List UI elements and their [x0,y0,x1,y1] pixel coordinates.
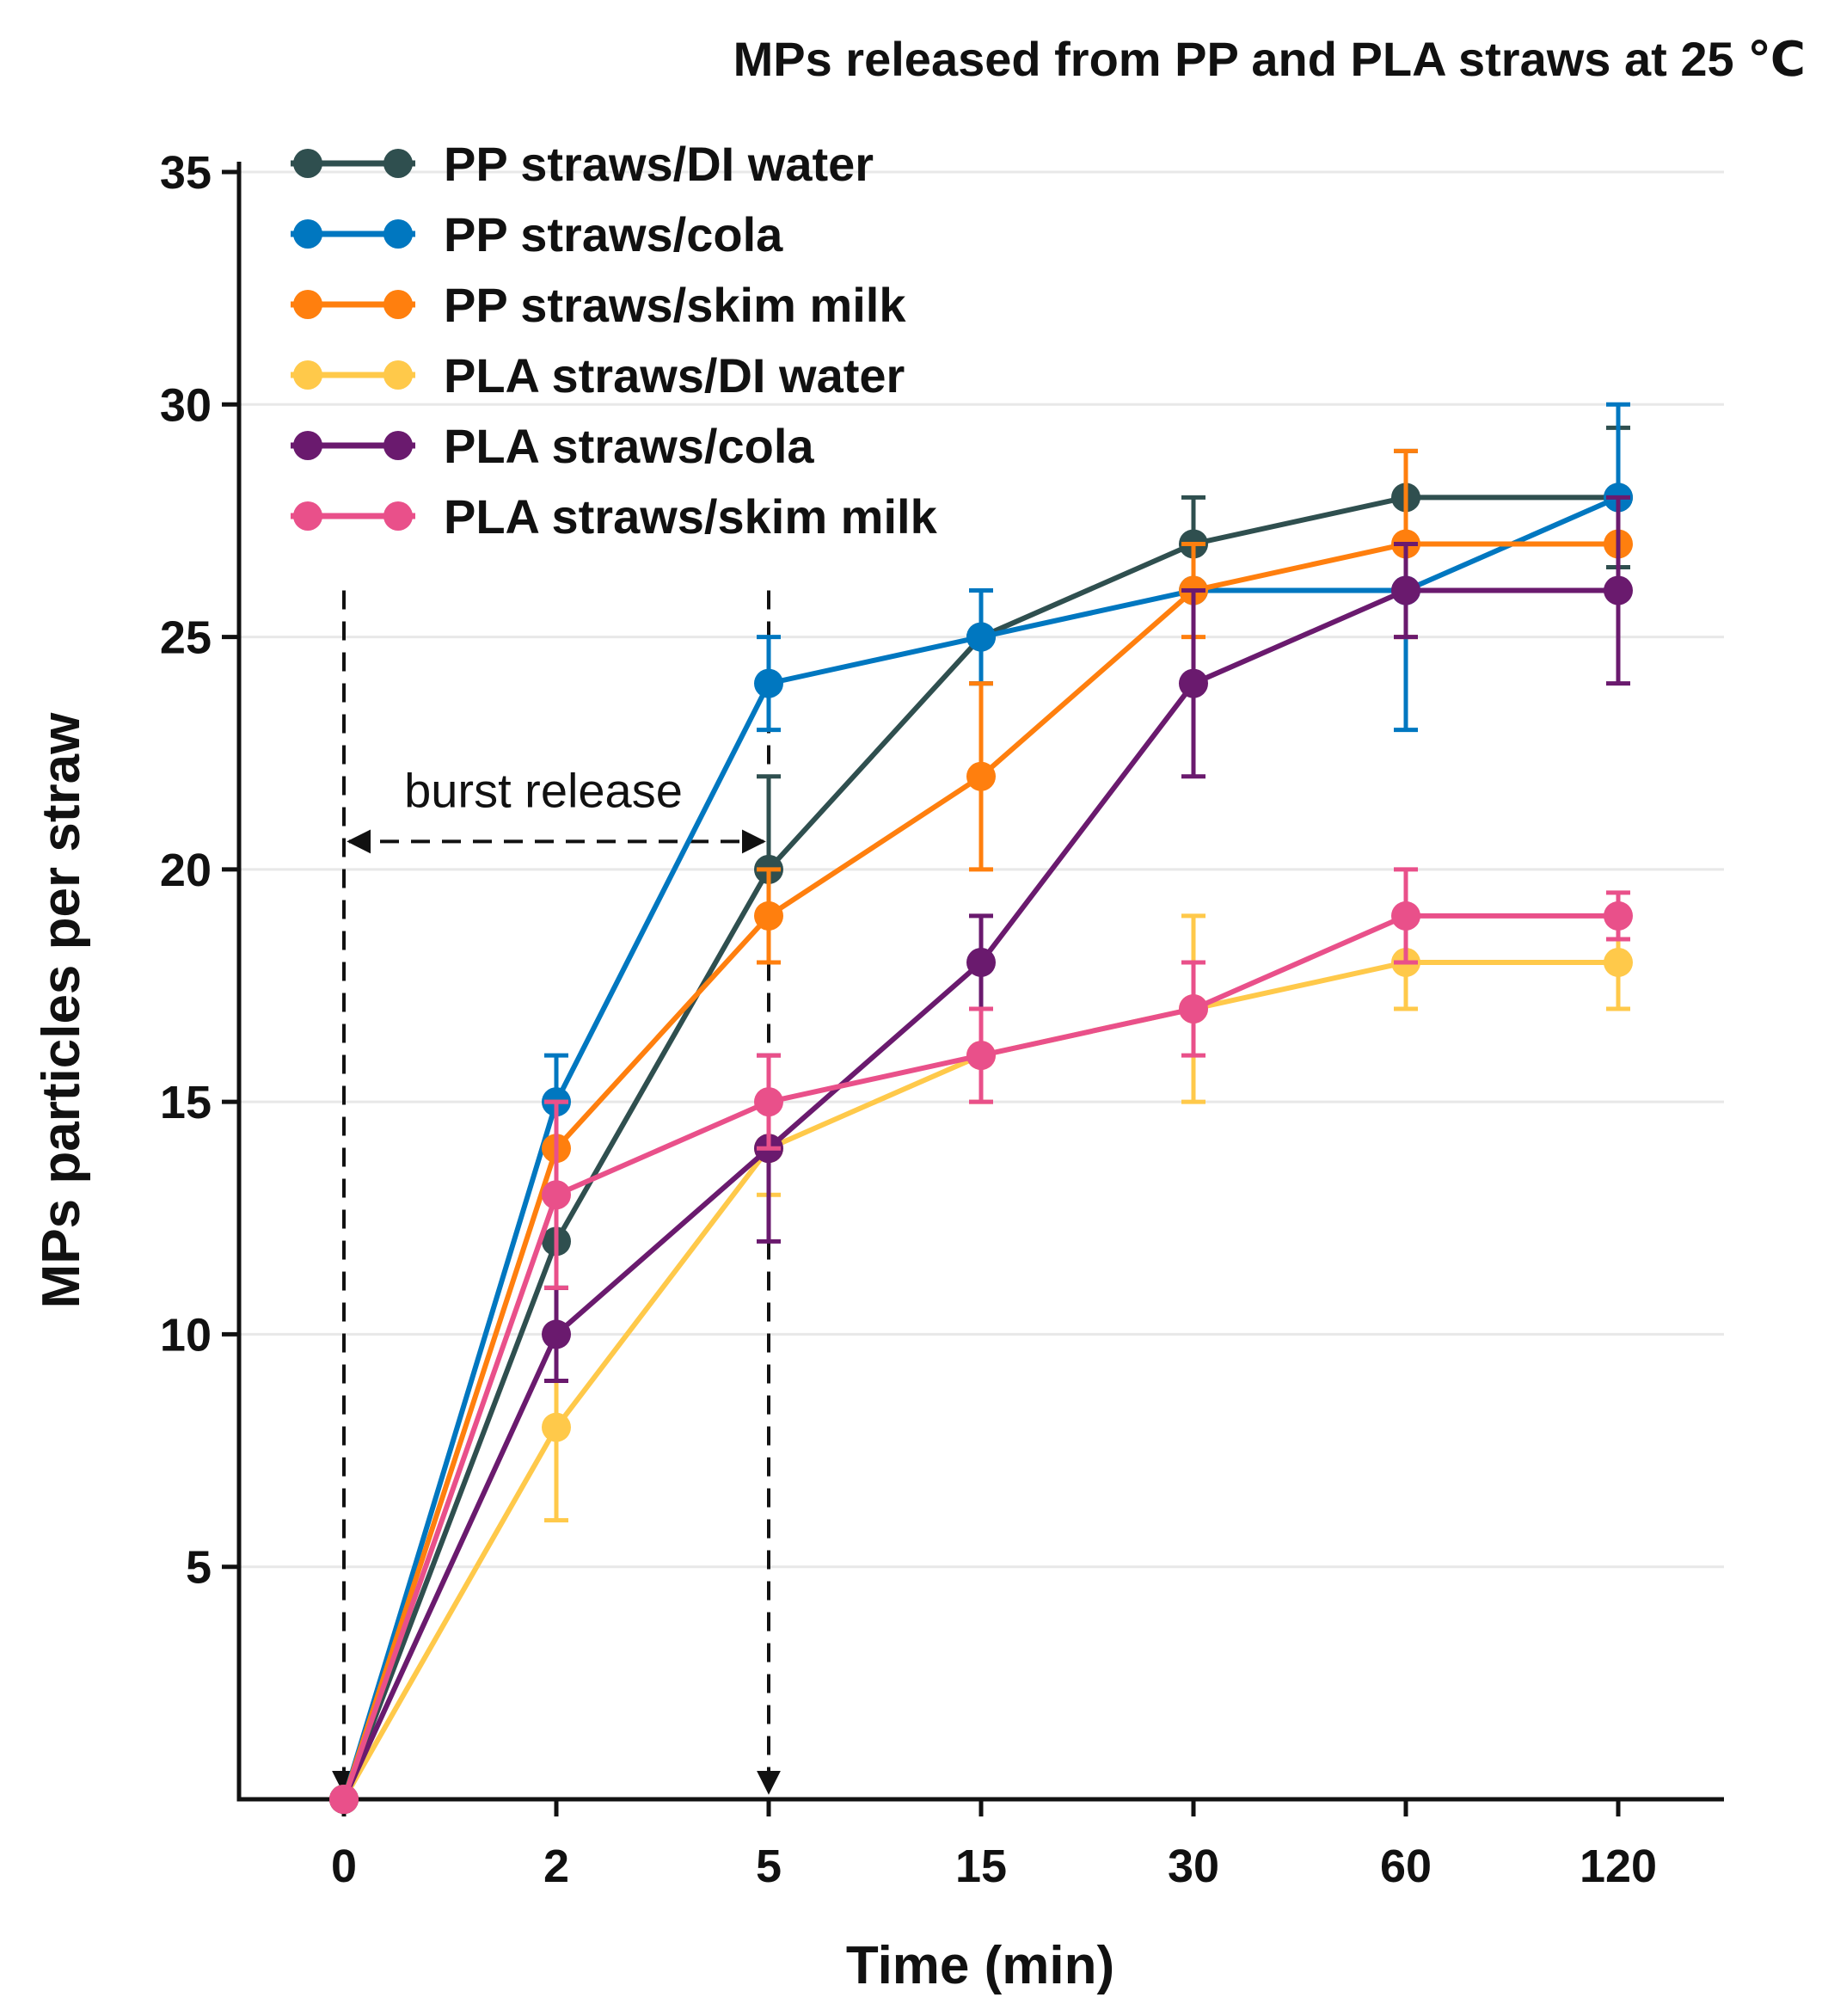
data-point [1604,900,1633,931]
data-point [1604,575,1633,605]
legend-label: PP straws/cola [444,207,783,261]
series-1 [329,402,1633,1814]
legend-item: PP straws/skim milk [291,278,906,332]
x-tick-label: 15 [955,1841,1007,1892]
legend-item: PLA straws/skim milk [291,489,938,544]
x-tick-label: 60 [1380,1841,1432,1892]
series-5 [329,867,1633,1814]
y-tick-label: 25 [160,612,212,664]
legend-item: PLA straws/cola [291,419,814,473]
legend-item: PP straws/cola [291,207,783,261]
data-point [542,1412,571,1442]
legend-label: PLA straws/DI water [444,348,905,403]
legend-label: PP straws/DI water [444,137,874,191]
legend-item: PP straws/DI water [291,137,874,191]
data-point [329,1785,359,1814]
x-tick-label: 120 [1580,1841,1657,1892]
x-axis-title: Time (min) [846,1936,1114,1995]
y-tick-label: 35 [160,147,212,199]
data-point [542,1180,571,1210]
y-tick-label: 15 [160,1077,212,1128]
y-axis-title: MPs particles per straw [32,712,91,1308]
data-point [966,761,996,791]
data-point [966,1041,996,1071]
legend-marker-right [383,501,413,531]
legend: PP straws/DI water PP straws/cola PP straw… [291,137,938,544]
data-point [1391,900,1420,931]
legend-marker-right [383,219,413,249]
legend-label: PLA straws/skim milk [444,489,938,544]
data-point [754,1087,783,1117]
legend-marker-right [383,290,413,319]
x-tick-label: 5 [756,1841,782,1892]
data-point [966,947,996,977]
legend-marker-right [383,149,413,178]
y-tick-label: 5 [186,1542,212,1594]
legend-marker-left [293,431,322,460]
series-4 [329,495,1633,1814]
data-point [754,900,783,931]
y-tick-label: 30 [160,379,212,431]
legend-label: PP straws/skim milk [444,278,906,332]
axis-lines [236,162,1724,1802]
data-series [329,402,1633,1814]
legend-marker-left [293,290,322,319]
data-point [1391,575,1420,605]
legend-label: PLA straws/cola [444,419,814,473]
y-tick-label: 10 [160,1309,212,1361]
annotation-burst-release: burst release [404,763,683,817]
legend-marker-left [293,149,322,178]
legend-marker-right [383,431,413,460]
data-point [1179,668,1208,698]
x-tick-label: 30 [1168,1841,1219,1892]
data-point [1179,994,1208,1024]
y-tick-label: 20 [160,845,212,896]
legend-item: PLA straws/DI water [291,348,905,403]
data-point [754,668,783,698]
legend-marker-left [293,360,322,390]
legend-marker-right [383,360,413,390]
legend-marker-left [293,501,322,531]
chart-title: MPs released from PP and PLA straws at 2… [733,32,1806,86]
data-point [542,1319,571,1349]
x-tick-label: 2 [543,1841,569,1892]
x-tick-label: 0 [331,1841,357,1892]
data-point [966,622,996,652]
legend-marker-left [293,219,322,249]
data-point [1604,947,1633,977]
